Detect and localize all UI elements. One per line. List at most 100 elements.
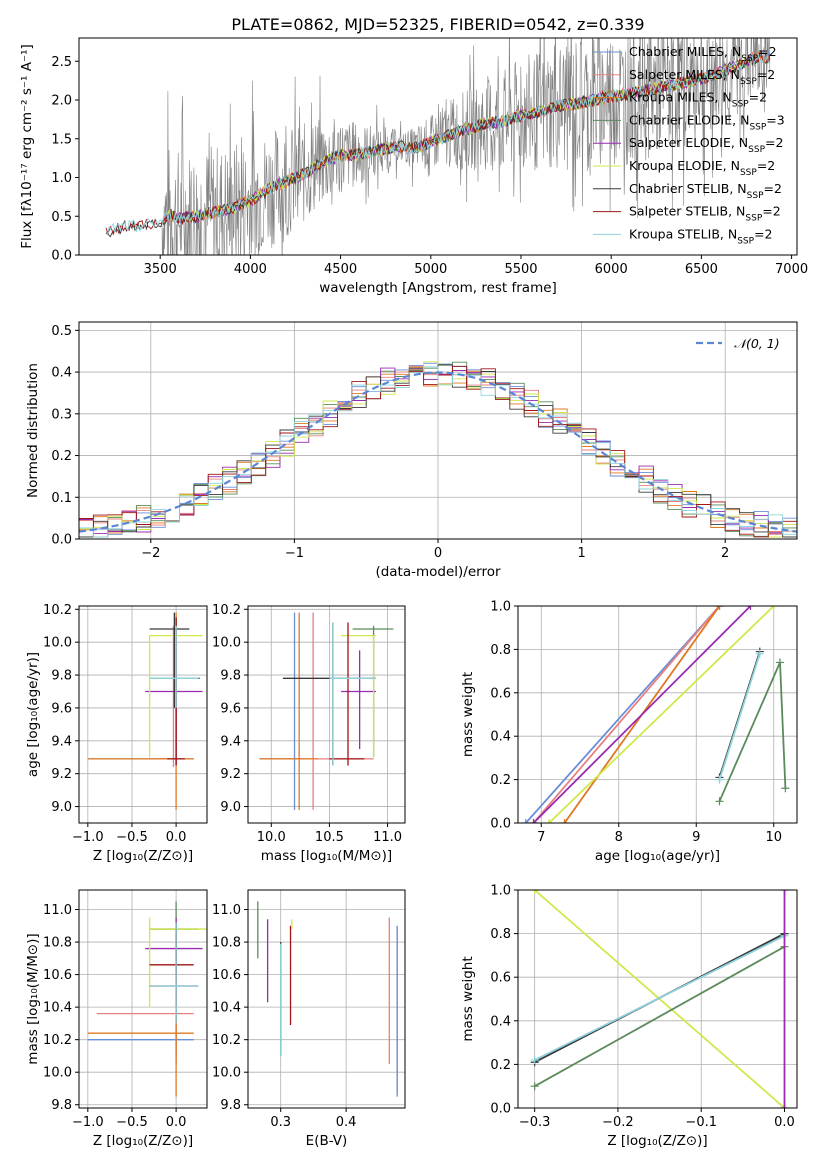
legend-label: Kroupa ELODIE, NSSP=2	[629, 158, 775, 178]
legend-subscript: SSP	[732, 100, 749, 110]
legend-label: Salpeter MILES, NSSP=2	[629, 67, 775, 87]
mass_vs_EBV-axes: 0.3 0.4 9.8 10.0 10.2 10.4 10.6 10.8 11.0 E(B-V)	[212, 889, 406, 1149]
weight-line	[718, 662, 787, 802]
mass_vs_Z-plot	[87, 901, 207, 1097]
weight-marker	[560, 819, 569, 823]
legend-tail: =2	[757, 158, 775, 173]
weight_vs_age-plot	[521, 606, 790, 823]
y-tick-label: 9.6	[51, 701, 72, 716]
x-tick-label: 7000	[775, 262, 808, 277]
y-tick-label: 0.6	[490, 686, 511, 701]
y-tick-label: 1.0	[490, 600, 511, 615]
y-tick-label: 0.0	[490, 1102, 511, 1117]
y-tick-label: 9.0	[220, 800, 241, 815]
weight_vs_Z-frame	[517, 889, 798, 1109]
x-tick-label: 5500	[504, 262, 537, 277]
x-axis-label: mass [log₁₀(M/M⊙)]	[261, 848, 392, 864]
x-tick-label: 0.0	[166, 830, 187, 845]
weight-marker	[529, 819, 538, 823]
weight-marker	[781, 784, 790, 793]
x-tick-label: 6500	[685, 262, 718, 277]
y-axis-label: mass weight	[460, 956, 476, 1041]
weight-marker	[530, 1056, 539, 1065]
age_vs_mass-plot	[259, 612, 394, 810]
y-tick-label: 10.8	[212, 936, 241, 951]
observed-spectrum	[161, 38, 771, 255]
y-tick-label: 10.2	[212, 1033, 241, 1048]
y-tick-label: 10.8	[43, 936, 72, 951]
x-tick-label: 0.0	[774, 1115, 795, 1130]
residuals-axes: −2 −1 0 1 2 0.0 0.1 0.2 0.3 0.4 0.5 (data-model)/er…	[25, 321, 798, 580]
y-tick-label: 0.4	[51, 366, 72, 381]
y-tick-label: 0.0	[490, 817, 511, 832]
x-tick-label: 10.0	[257, 830, 286, 845]
legend-normal-label: 𝒩(0, 1)	[734, 336, 780, 351]
x-tick-label: −0.1	[685, 1115, 717, 1130]
y-tick-label: 0.2	[490, 1058, 511, 1073]
x-tick-label: −2	[141, 546, 160, 561]
weight-line	[532, 606, 721, 823]
x-tick-label: −0.3	[519, 1115, 551, 1130]
y-tick-label: 0.1	[51, 491, 72, 506]
y-tick-label: 9.6	[220, 701, 241, 716]
x-tick-label: 11.0	[373, 830, 402, 845]
weight-marker	[780, 890, 789, 894]
y-tick-label: 10.2	[212, 603, 241, 618]
weight-marker	[530, 890, 539, 894]
spectrum-frame	[78, 37, 798, 256]
y-tick-label: 10.6	[43, 968, 72, 983]
y-tick-label: 10.4	[43, 1001, 72, 1016]
legend-subscript: SSP	[745, 214, 762, 224]
legend-tail: =2	[757, 67, 775, 82]
weight-marker	[715, 797, 724, 806]
chart-layer: 3500 4000 4500 5000 5500 6000 6500 7000 0.0 0.5 1.…	[19, 37, 808, 1149]
y-tick-label: 10.0	[212, 1066, 241, 1081]
weight-marker	[521, 819, 530, 823]
y-tick-label: 0.2	[51, 449, 72, 464]
y-tick-label: 9.0	[51, 800, 72, 815]
y-tick-label: 9.8	[51, 669, 72, 684]
y-tick-label: 0.0	[51, 533, 72, 548]
y-axis-label: mass weight	[460, 672, 476, 757]
weight-marker	[715, 606, 724, 610]
y-tick-label: 11.0	[212, 903, 241, 918]
y-tick-label: 0.8	[490, 927, 511, 942]
mass_vs_EBV-frame	[247, 889, 406, 1109]
legend-subscript: SSP	[737, 236, 754, 246]
legend-subscript: SSP	[748, 145, 765, 155]
x-tick-label: 4500	[324, 262, 357, 277]
y-tick-label: 0.8	[490, 643, 511, 658]
y-tick-label: 2.0	[51, 94, 72, 109]
weight-line	[525, 606, 721, 823]
weight-marker	[755, 649, 764, 658]
legend-label: Chabrier ELODIE, NSSP=3	[629, 112, 785, 132]
x-axis-label: wavelength [Angstrom, rest frame]	[319, 280, 557, 296]
legend-subscript: SSP	[747, 191, 764, 201]
spectrum-plot	[105, 38, 771, 255]
mass_vs_Z-axes: −1.0 −0.5 0.0 9.8 10.0 10.2 10.4 10.6 10.8 11.0 Z …	[25, 889, 208, 1149]
x-tick-label: 1	[577, 546, 585, 561]
weight-marker	[746, 606, 755, 610]
y-tick-label: 1.0	[490, 884, 511, 899]
y-tick-label: 10.0	[43, 1066, 72, 1081]
y-tick-label: 9.4	[220, 734, 241, 749]
weight-line	[534, 934, 785, 1061]
x-tick-label: 10	[765, 830, 782, 845]
y-tick-label: 9.4	[51, 734, 72, 749]
legend-tail: =2	[749, 90, 767, 105]
age_vs_Z-frame	[78, 605, 208, 824]
x-tick-label: 3500	[144, 262, 177, 277]
normal-curve	[79, 371, 797, 533]
weight-line	[534, 945, 785, 1087]
y-tick-label: 11.0	[43, 903, 72, 918]
y-tick-label: 0.4	[490, 1014, 511, 1029]
weight-line	[532, 606, 752, 823]
y-axis-label: age [log₁₀(age/yr)]	[25, 652, 41, 777]
x-tick-label: 0.4	[336, 1115, 357, 1130]
residual-histogram	[79, 366, 797, 538]
y-tick-label: 9.2	[220, 767, 241, 782]
y-tick-label: 2.5	[51, 55, 72, 70]
x-tick-label: 4000	[234, 262, 267, 277]
residual-histogram	[79, 366, 797, 538]
y-tick-label: 0.0	[51, 249, 72, 264]
